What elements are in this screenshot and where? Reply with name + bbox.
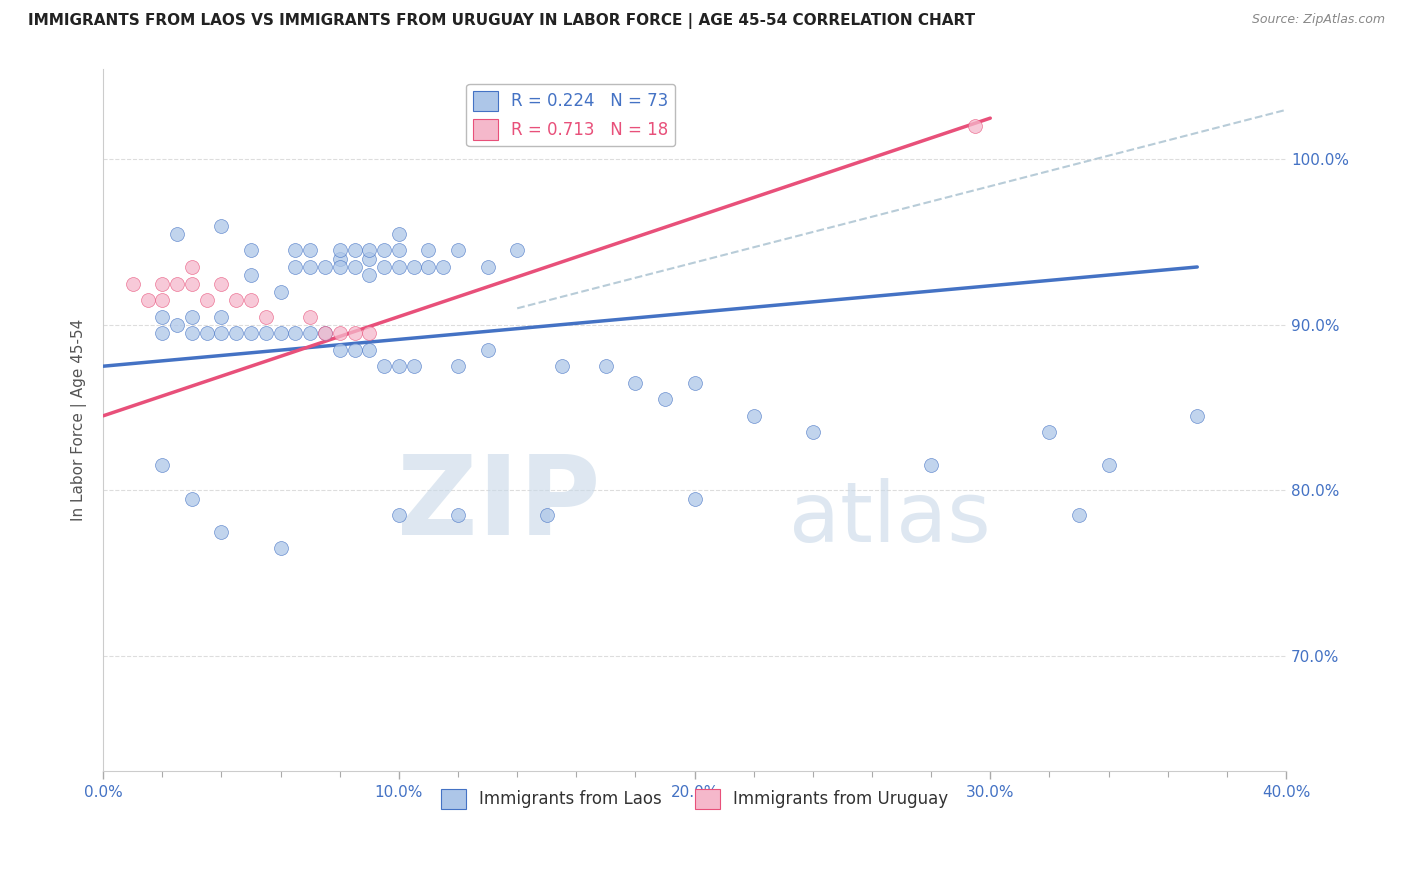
Point — [1187, 409, 1209, 423]
Text: atlas: atlas — [789, 478, 991, 559]
Point — [373, 359, 395, 374]
Point — [343, 244, 366, 258]
Point — [343, 343, 366, 357]
Point — [801, 425, 824, 440]
Point — [359, 343, 381, 357]
Point — [299, 260, 322, 274]
Point — [211, 326, 233, 340]
Point — [1038, 425, 1060, 440]
Point — [506, 244, 529, 258]
Point — [683, 376, 706, 390]
Point — [388, 260, 411, 274]
Point — [225, 293, 247, 307]
Point — [180, 277, 202, 291]
Point — [329, 260, 352, 274]
Point — [1097, 458, 1119, 473]
Point — [150, 458, 173, 473]
Point — [166, 318, 188, 332]
Point — [180, 260, 202, 274]
Point — [299, 244, 322, 258]
Point — [299, 326, 322, 340]
Point — [965, 120, 987, 134]
Point — [447, 244, 470, 258]
Point — [195, 326, 218, 340]
Point — [402, 260, 425, 274]
Point — [432, 260, 454, 274]
Point — [211, 310, 233, 324]
Point — [180, 310, 202, 324]
Point — [299, 310, 322, 324]
Point — [359, 268, 381, 283]
Text: ZIP: ZIP — [396, 450, 600, 558]
Point — [388, 508, 411, 522]
Point — [359, 252, 381, 266]
Point — [136, 293, 159, 307]
Point — [270, 285, 292, 299]
Point — [195, 293, 218, 307]
Point — [284, 326, 307, 340]
Point — [477, 260, 499, 274]
Point — [211, 524, 233, 539]
Point — [359, 326, 381, 340]
Point — [150, 310, 173, 324]
Point — [284, 244, 307, 258]
Point — [180, 326, 202, 340]
Point — [180, 491, 202, 506]
Point — [166, 277, 188, 291]
Text: IMMIGRANTS FROM LAOS VS IMMIGRANTS FROM URUGUAY IN LABOR FORCE | AGE 45-54 CORRE: IMMIGRANTS FROM LAOS VS IMMIGRANTS FROM … — [28, 13, 976, 29]
Point — [418, 260, 440, 274]
Point — [595, 359, 617, 374]
Point — [254, 326, 277, 340]
Point — [150, 277, 173, 291]
Point — [121, 277, 143, 291]
Point — [373, 244, 395, 258]
Y-axis label: In Labor Force | Age 45-54: In Labor Force | Age 45-54 — [72, 318, 87, 521]
Point — [1067, 508, 1090, 522]
Point — [654, 392, 676, 407]
Point — [477, 343, 499, 357]
Text: Source: ZipAtlas.com: Source: ZipAtlas.com — [1251, 13, 1385, 27]
Point — [284, 260, 307, 274]
Point — [624, 376, 647, 390]
Point — [683, 491, 706, 506]
Point — [536, 508, 558, 522]
Point — [211, 277, 233, 291]
Point — [225, 326, 247, 340]
Point — [550, 359, 572, 374]
Point — [314, 326, 336, 340]
Point — [359, 244, 381, 258]
Point — [388, 227, 411, 241]
Point — [388, 244, 411, 258]
Point — [329, 343, 352, 357]
Point — [920, 458, 942, 473]
Point — [402, 359, 425, 374]
Legend: Immigrants from Laos, Immigrants from Uruguay: Immigrants from Laos, Immigrants from Ur… — [434, 782, 955, 816]
Point — [150, 326, 173, 340]
Point — [314, 326, 336, 340]
Point — [418, 244, 440, 258]
Point — [314, 260, 336, 274]
Point — [240, 268, 263, 283]
Point — [329, 252, 352, 266]
Point — [270, 326, 292, 340]
Point — [240, 244, 263, 258]
Point — [254, 310, 277, 324]
Point — [447, 508, 470, 522]
Point — [270, 541, 292, 555]
Point — [343, 326, 366, 340]
Point — [240, 326, 263, 340]
Point — [388, 359, 411, 374]
Point — [166, 227, 188, 241]
Point — [211, 219, 233, 233]
Point — [373, 260, 395, 274]
Point — [329, 244, 352, 258]
Point — [742, 409, 765, 423]
Point — [343, 260, 366, 274]
Point — [240, 293, 263, 307]
Point — [329, 326, 352, 340]
Point — [447, 359, 470, 374]
Point — [150, 293, 173, 307]
